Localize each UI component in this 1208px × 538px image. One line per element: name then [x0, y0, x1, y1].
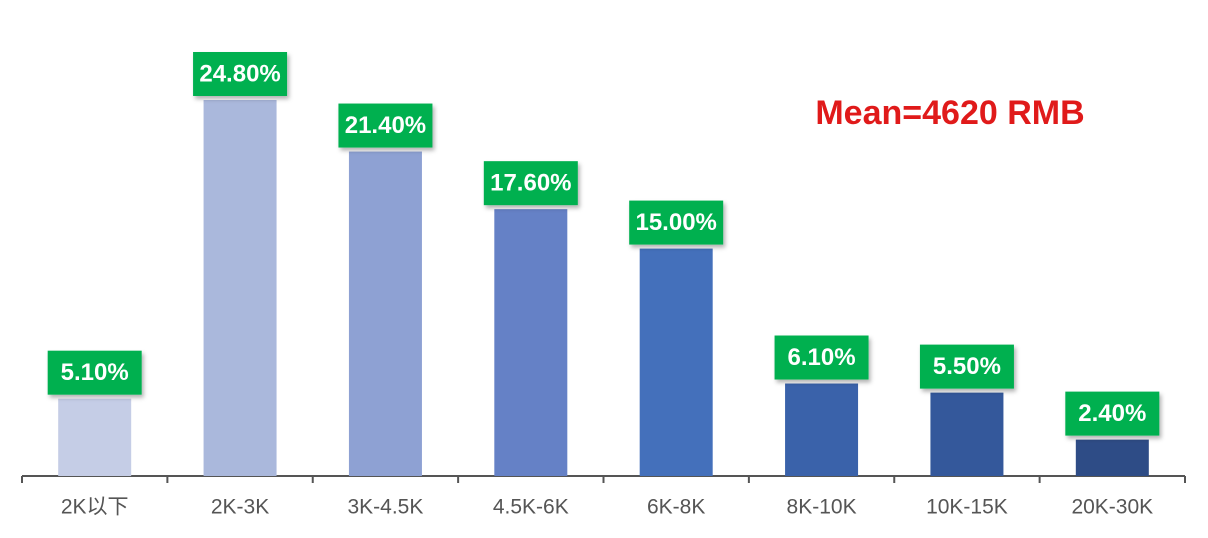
- bar: [1075, 439, 1149, 476]
- data-label: 24.80%: [199, 60, 280, 87]
- data-label-box: [193, 52, 288, 96]
- data-label: 5.10%: [61, 359, 129, 386]
- x-tick-label: 3K-4.5K: [347, 496, 423, 519]
- x-tick-label: 10K-15K: [926, 496, 1008, 519]
- data-label-box: [483, 161, 578, 206]
- bar: [58, 398, 132, 476]
- x-tick-label: 2K以下: [61, 496, 129, 519]
- data-label: 17.60%: [490, 170, 571, 197]
- x-tick-label: 2K-3K: [211, 496, 269, 519]
- data-label: 2.40%: [1078, 400, 1146, 427]
- data-label-box: [629, 200, 724, 245]
- x-tick-label: 20K-30K: [1071, 496, 1153, 519]
- bar: [930, 392, 1004, 476]
- data-label: 15.00%: [635, 209, 716, 236]
- bar: [494, 209, 568, 476]
- x-tick-label: 8K-10K: [787, 496, 857, 519]
- data-label: 6.10%: [788, 344, 856, 371]
- x-tick-label: 6K-8K: [647, 496, 705, 519]
- data-label: 21.40%: [345, 112, 426, 139]
- bar: [348, 151, 422, 476]
- bar: [785, 383, 859, 476]
- bar: [639, 248, 713, 476]
- data-label: 5.50%: [933, 353, 1001, 380]
- data-label-box: [774, 335, 869, 380]
- bar: [203, 100, 277, 476]
- data-label-box: [47, 350, 142, 395]
- x-tick-label: 4.5K-6K: [493, 496, 569, 519]
- data-label-box: [338, 103, 433, 148]
- data-label-box: [1065, 391, 1160, 436]
- data-label-box: [919, 344, 1014, 389]
- mean-annotation: Mean=4620 RMB: [815, 94, 1084, 132]
